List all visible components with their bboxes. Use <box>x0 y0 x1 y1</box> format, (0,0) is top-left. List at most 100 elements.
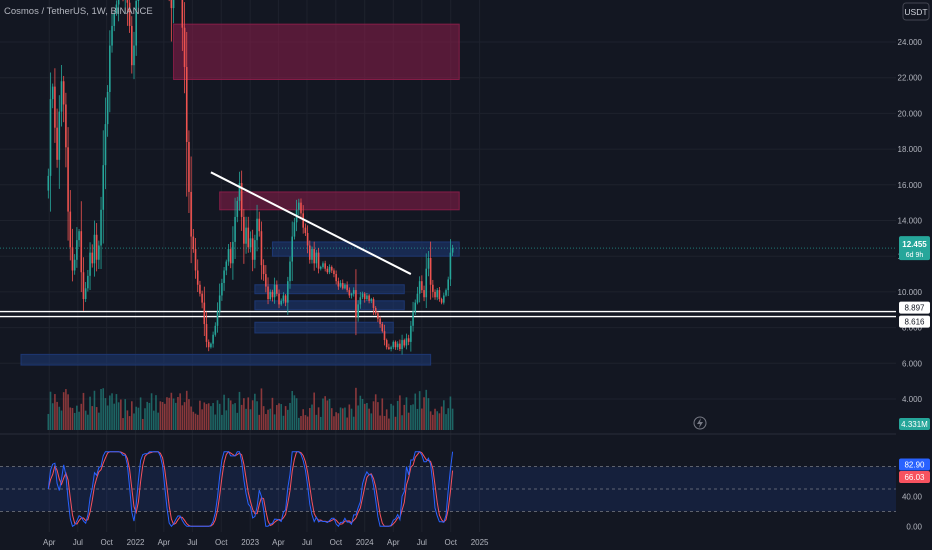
candle <box>432 284 434 292</box>
candle <box>383 331 386 341</box>
candle <box>111 25 113 46</box>
time-tick-label: Jul <box>302 538 312 547</box>
volume-bar <box>201 409 203 430</box>
candle <box>262 265 265 275</box>
candlesticks <box>47 0 454 355</box>
volume-bar <box>368 408 370 430</box>
volume-bars <box>47 387 454 430</box>
candle <box>287 281 289 303</box>
candle <box>212 334 214 344</box>
volume-bar <box>445 414 447 430</box>
time-tick-label: Oct <box>330 538 343 547</box>
volume-bar <box>451 408 454 430</box>
volume-bar <box>306 416 309 430</box>
volume-bar <box>225 410 228 430</box>
volume-bar <box>122 418 124 430</box>
candle <box>416 293 419 303</box>
candle <box>62 81 65 105</box>
price-tick-label: 10.000 <box>898 288 923 297</box>
candle <box>414 302 417 312</box>
candle <box>84 288 87 300</box>
last-price-value: 12.455 <box>902 240 927 249</box>
volume-bar <box>150 393 153 430</box>
volume-bar <box>421 408 423 430</box>
volume-bar <box>438 413 441 430</box>
price-tick-label: 18.000 <box>898 145 923 154</box>
volume-bar <box>335 412 337 430</box>
volume-bar <box>333 416 335 430</box>
volume-bar <box>152 410 155 430</box>
volume-bar <box>330 408 333 430</box>
chart-grid <box>0 0 896 532</box>
volume-bar <box>418 391 421 430</box>
candle <box>284 295 287 303</box>
price-tick-label: 22.000 <box>898 74 923 83</box>
candle <box>67 147 69 212</box>
candle <box>298 202 300 210</box>
candle <box>341 282 344 289</box>
volume-bar <box>221 414 223 430</box>
volume-bar <box>256 401 258 430</box>
volume-bar <box>87 414 89 430</box>
candle <box>91 252 94 264</box>
price-axis[interactable]: 24.00022.00020.00018.00016.00014.00012.0… <box>898 38 923 531</box>
candle <box>440 299 443 303</box>
volume-bar <box>183 402 186 430</box>
volume-bar <box>346 417 348 430</box>
candle <box>214 325 217 335</box>
volume-bar <box>245 408 247 430</box>
volume-bar <box>60 410 63 430</box>
volume-bar <box>56 401 58 430</box>
volume-bar <box>135 406 138 430</box>
volume-bar <box>168 397 170 430</box>
volume-bar <box>298 417 300 430</box>
candle <box>357 304 359 317</box>
candle <box>106 91 109 125</box>
lightning-icon-ring <box>693 416 707 430</box>
volume-bar <box>388 418 390 430</box>
candle <box>95 234 98 260</box>
volume-bar <box>203 402 206 430</box>
lightning-icon[interactable] <box>693 416 707 430</box>
symbol-title: Cosmos / TetherUS, 1W, BINANCE <box>4 6 153 17</box>
volume-bar <box>251 400 254 430</box>
candle <box>359 297 362 305</box>
time-axis[interactable]: Apr Jul Oct 2022 Apr Jul Oct 2023 Apr Jul Oct 2024 A… <box>43 538 489 547</box>
candle <box>258 218 261 232</box>
candle <box>412 311 414 326</box>
volume-bar <box>247 397 250 430</box>
volume-bar <box>370 413 373 430</box>
price-tick-label: 20.000 <box>898 109 923 118</box>
stoch-value-tag <box>899 458 930 471</box>
candle <box>379 318 381 325</box>
demand-zone <box>254 300 405 311</box>
volume-bar <box>199 400 201 430</box>
candle <box>388 347 390 350</box>
candle <box>322 263 324 267</box>
candle <box>443 295 445 303</box>
level-price-value: 8.616 <box>904 318 925 327</box>
volume-bar <box>344 407 346 430</box>
volume-bar <box>374 394 377 430</box>
currency-button[interactable]: USDT <box>902 2 930 21</box>
demand-zone <box>254 284 405 295</box>
volume-bar <box>185 390 188 430</box>
candle <box>271 291 274 298</box>
volume-bar <box>262 406 265 430</box>
candle <box>344 284 346 289</box>
candle <box>183 27 186 67</box>
volume-bar <box>258 414 261 430</box>
candle <box>401 340 403 350</box>
volume-bar <box>407 412 410 430</box>
volume-bar <box>65 389 67 430</box>
volume-bar <box>109 395 111 430</box>
candle <box>361 293 364 298</box>
candle <box>73 259 76 271</box>
candle <box>71 247 74 271</box>
volume-bar <box>436 411 439 430</box>
trendline[interactable] <box>210 171 412 275</box>
candle <box>374 307 377 314</box>
candle <box>278 293 280 305</box>
volume-bar <box>117 402 120 430</box>
